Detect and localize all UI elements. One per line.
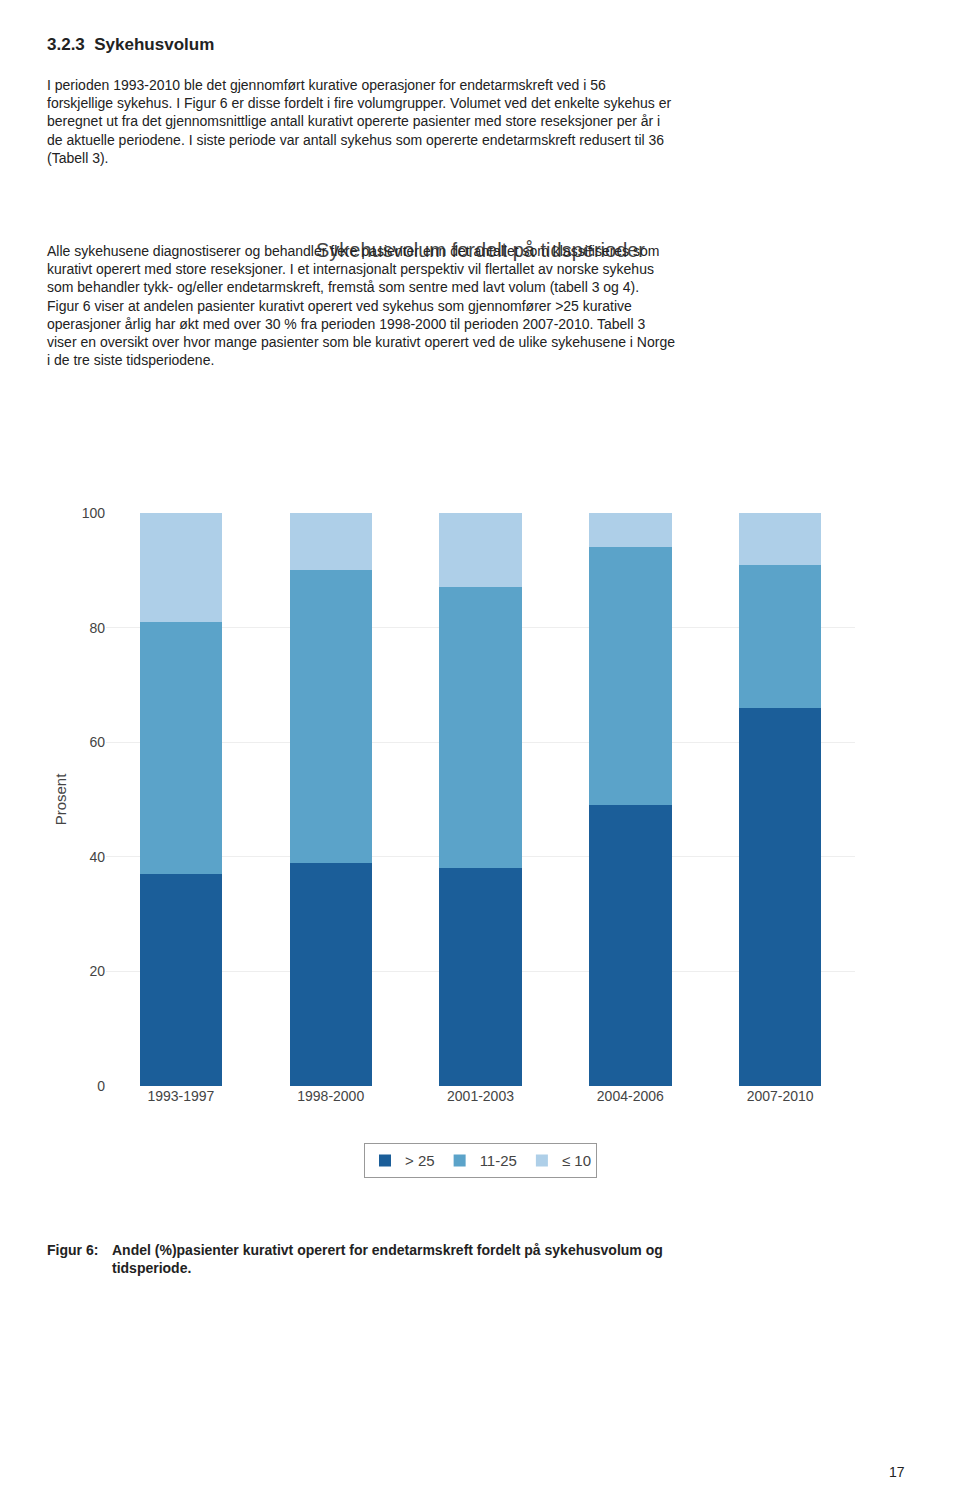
svg-text:≤ 10: ≤ 10 — [562, 1152, 591, 1169]
svg-text:I perioden 1993-2010 ble det g: I perioden 1993-2010 ble det gjennomført… — [47, 77, 671, 166]
svg-text:0: 0 — [97, 1078, 105, 1094]
svg-text:> 25: > 25 — [405, 1152, 435, 1169]
svg-text:100: 100 — [82, 505, 106, 521]
svg-text:1993-1997: 1993-1997 — [147, 1088, 214, 1104]
svg-text:60: 60 — [89, 734, 105, 750]
svg-text:2007-2010: 2007-2010 — [747, 1088, 814, 1104]
svg-text:2004-2006: 2004-2006 — [597, 1088, 664, 1104]
svg-text:1998-2000: 1998-2000 — [297, 1088, 364, 1104]
svg-text:2001-2003: 2001-2003 — [447, 1088, 514, 1104]
svg-text:80: 80 — [89, 620, 105, 636]
svg-text:3.2.3 Sykehusvolum: 3.2.3 Sykehusvolum — [47, 35, 214, 54]
svg-text:Andel (%)pasienter kurativt op: Andel (%)pasienter kurativt operert for … — [112, 1242, 663, 1276]
svg-text:20: 20 — [89, 963, 105, 979]
svg-text:40: 40 — [89, 849, 105, 865]
svg-text:Alle sykehusene diagnostiserer: Alle sykehusene diagnostiserer og behand… — [47, 243, 675, 368]
svg-text:Sykehusvolum fordelt på tidspe: Sykehusvolum fordelt på tidsperioder — [316, 239, 645, 261]
svg-text:Figur 6:: Figur 6: — [47, 1242, 98, 1258]
svg-text:17: 17 — [889, 1464, 905, 1480]
svg-text:11-25: 11-25 — [480, 1152, 517, 1169]
svg-text:Prosent: Prosent — [52, 773, 69, 826]
